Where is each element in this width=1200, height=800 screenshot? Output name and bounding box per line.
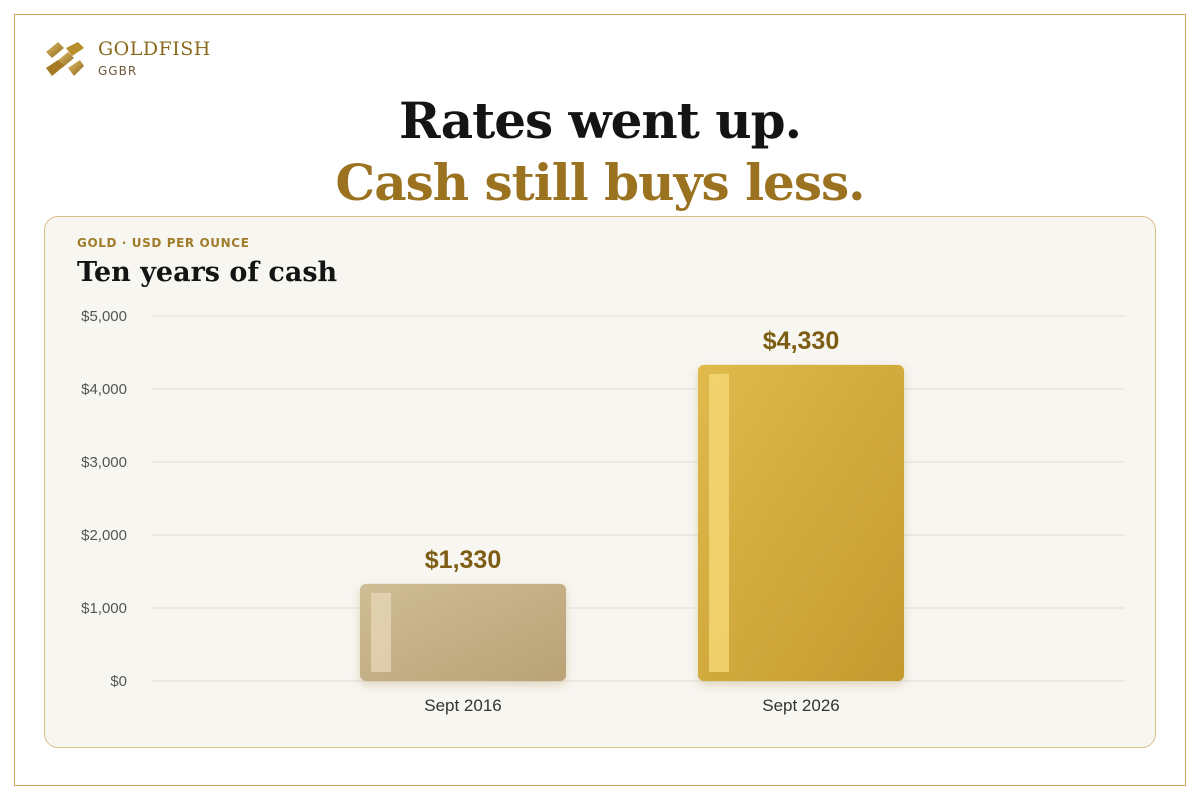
bar-value-label: $1,330 — [425, 546, 501, 574]
brand-name: GOLDFISH — [98, 38, 211, 60]
y-tick-label: $1,000 — [81, 600, 127, 617]
headline: Rates went up. Cash still buys less. — [0, 90, 1200, 214]
y-tick-label: $4,000 — [81, 381, 127, 398]
bar-sept-2016 — [360, 583, 566, 681]
headline-line-1: Rates went up. — [399, 91, 802, 150]
y-tick-label: $2,000 — [81, 527, 127, 544]
brand: GOLDFISH GGBR — [44, 38, 211, 80]
bar-highlight — [709, 373, 729, 672]
bar-highlight — [371, 592, 391, 672]
chart-card: GOLD · USD PER OUNCE Ten years of cash $… — [44, 216, 1156, 748]
y-tick-label: $5,000 — [81, 308, 127, 325]
bar-value-label: $4,330 — [763, 327, 839, 355]
headline-line-2: Cash still buys less. — [335, 153, 865, 212]
x-category-label: Sept 2026 — [762, 696, 840, 715]
y-tick-label: $0 — [110, 673, 127, 690]
chart-eyebrow: GOLD · USD PER OUNCE — [77, 236, 250, 250]
chart-title: Ten years of cash — [77, 257, 338, 288]
x-category-label: Sept 2016 — [424, 696, 502, 715]
goldfish-logo-icon — [46, 42, 84, 76]
bar-chart: $0 $1,000 $2,000 $3,000 $4,000 $5,000 $1,330 S… — [81, 308, 1125, 715]
brand-ticker: GGBR — [98, 64, 138, 78]
bar-sept-2026 — [698, 364, 904, 681]
y-tick-label: $3,000 — [81, 454, 127, 471]
